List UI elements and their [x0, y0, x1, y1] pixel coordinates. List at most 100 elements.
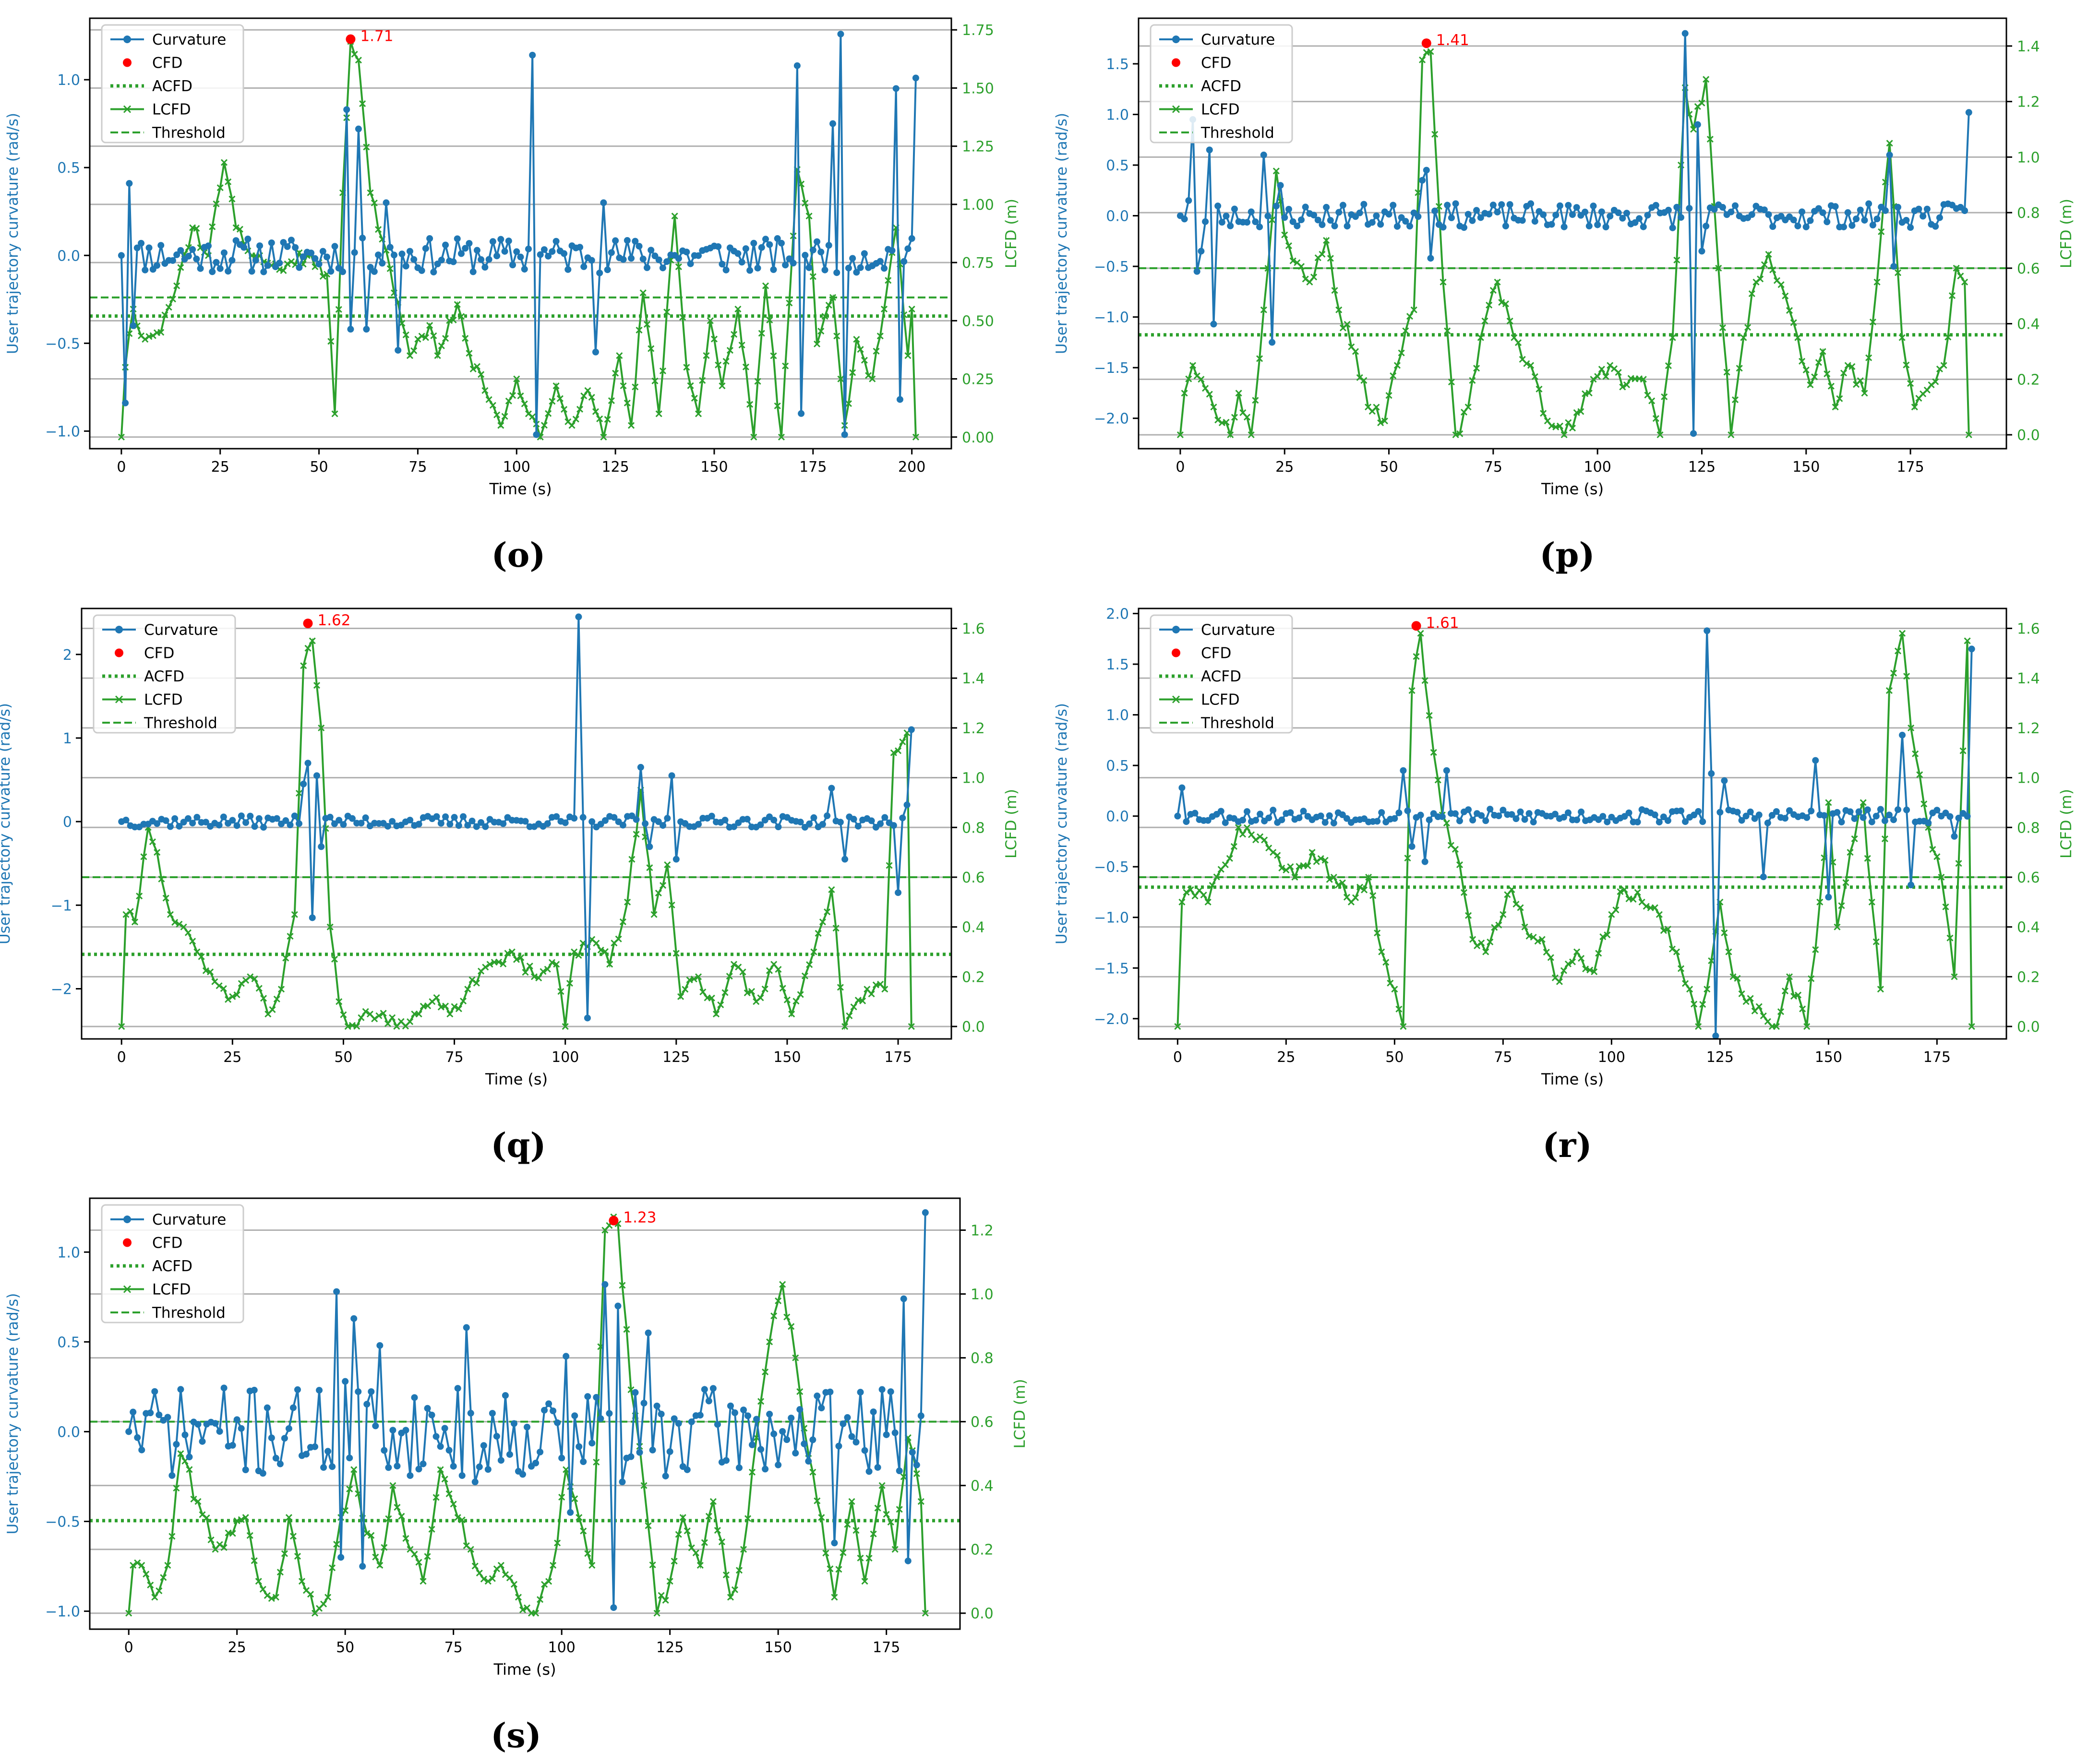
curvature-marker — [722, 1457, 730, 1464]
lcfd-marker — [1916, 771, 1923, 778]
curvature-marker — [304, 760, 312, 767]
curvature-marker — [891, 1429, 899, 1436]
x-tick-label: 125 — [1706, 1049, 1734, 1066]
curvature-marker — [1607, 213, 1614, 220]
curvature-marker — [177, 247, 184, 254]
curvature-marker — [624, 237, 631, 244]
lcfd-marker — [149, 838, 156, 846]
lcfd-marker — [1602, 373, 1609, 380]
lcfd-marker — [1210, 404, 1217, 411]
curvature-marker — [1487, 806, 1494, 813]
curvature-marker — [1748, 211, 1755, 218]
lcfd-marker — [722, 358, 730, 365]
lcfd-marker — [422, 334, 429, 341]
lcfd-marker — [375, 1012, 383, 1019]
curvature-marker — [242, 819, 250, 826]
curvature-marker — [1498, 201, 1505, 208]
curvature-marker — [1323, 203, 1330, 211]
y-tick-label: 1.0 — [1106, 707, 1129, 724]
curvature-marker — [727, 1402, 734, 1409]
curvature-marker — [837, 819, 844, 826]
lcfd-marker — [1317, 855, 1324, 862]
lcfd-marker — [561, 406, 568, 413]
curvature-marker — [1923, 205, 1931, 213]
curvature-marker — [379, 260, 386, 267]
lcfd-marker — [643, 321, 651, 328]
curvature-marker — [1660, 813, 1667, 821]
lcfd-marker — [246, 1532, 253, 1539]
lcfd-marker — [1578, 954, 1585, 962]
curvature-marker — [1573, 204, 1580, 211]
y-axis-label: User trajectory curvature (rad/s) — [0, 703, 13, 944]
curvature-marker — [1302, 203, 1309, 211]
curvature-marker — [642, 820, 649, 827]
lcfd-marker — [446, 1011, 454, 1018]
lcfd-marker — [859, 997, 866, 1004]
curvature-marker — [1968, 645, 1975, 653]
y2-axis-label: LCFD (m) — [2058, 789, 2075, 858]
lcfd-marker — [1176, 431, 1184, 439]
curvature-marker — [1270, 807, 1277, 814]
legend-label-curvature: Curvature — [152, 1211, 226, 1228]
y-axis-label: User trajectory curvature (rad/s) — [4, 1293, 22, 1535]
lcfd-marker — [1521, 923, 1528, 930]
lcfd-marker — [1174, 1023, 1181, 1030]
curvature-marker — [742, 245, 749, 252]
y2-tick-label: 1.0 — [2017, 149, 2040, 166]
curvature-marker — [1899, 731, 1906, 739]
curvature-marker — [318, 843, 325, 850]
curvature-marker — [1374, 818, 1381, 825]
curvature-marker — [194, 1421, 202, 1428]
y2-tick-label: 0.0 — [971, 1606, 994, 1622]
x-axis-label: Time (s) — [485, 1070, 548, 1088]
curvature-marker — [833, 269, 840, 276]
curvature-marker — [643, 264, 650, 271]
y2-axis-label: LCFD (m) — [1003, 199, 1020, 268]
curvature-marker — [1482, 817, 1489, 824]
lcfd-marker — [810, 948, 817, 955]
lcfd-marker — [1698, 99, 1705, 107]
curvature-marker — [1335, 209, 1343, 216]
curvature-marker — [672, 856, 680, 863]
curvature-marker — [1732, 202, 1739, 209]
lcfd-marker — [220, 159, 228, 166]
lcfd-markers — [118, 38, 919, 441]
curvature-marker — [324, 1448, 332, 1455]
curvature-marker — [1531, 218, 1538, 225]
y-tick-label: 0.5 — [1106, 758, 1129, 775]
curvature-marker — [1218, 219, 1225, 226]
curvature-marker — [766, 241, 773, 248]
curvature-marker — [1920, 213, 1927, 220]
lcfd-marker — [718, 1538, 725, 1546]
lcfd-marker — [592, 408, 600, 415]
curvature-marker — [450, 1463, 457, 1470]
y2-axis-label: LCFD (m) — [2058, 199, 2075, 268]
lcfd-marker — [671, 1558, 678, 1565]
lcfd-marker — [320, 1600, 327, 1608]
lcfd-marker — [663, 309, 671, 316]
curvature-marker — [1682, 818, 1689, 825]
x-tick-label: 100 — [548, 1639, 576, 1656]
curvature-marker — [649, 1446, 656, 1454]
lcfd-marker — [699, 989, 707, 996]
lcfd-marker — [1599, 933, 1607, 941]
curvature-marker — [1423, 167, 1430, 174]
lcfd-marker — [721, 989, 729, 996]
lcfd-marker — [779, 985, 786, 992]
curvature-marker — [788, 1414, 795, 1421]
curvature-marker — [316, 1387, 323, 1394]
curvature-marker — [462, 245, 469, 252]
lcfd-marker — [319, 273, 326, 280]
x-tick-label: 75 — [444, 1639, 463, 1656]
curvature-marker — [168, 1472, 176, 1479]
lcfd-marker — [304, 644, 312, 652]
lcfd-marker — [596, 415, 603, 422]
lcfd-marker — [1287, 863, 1294, 870]
curvature-marker — [1469, 816, 1476, 823]
lcfd-series-line — [120, 41, 917, 441]
lcfd-marker — [216, 184, 224, 191]
lcfd-marker — [1285, 242, 1292, 250]
